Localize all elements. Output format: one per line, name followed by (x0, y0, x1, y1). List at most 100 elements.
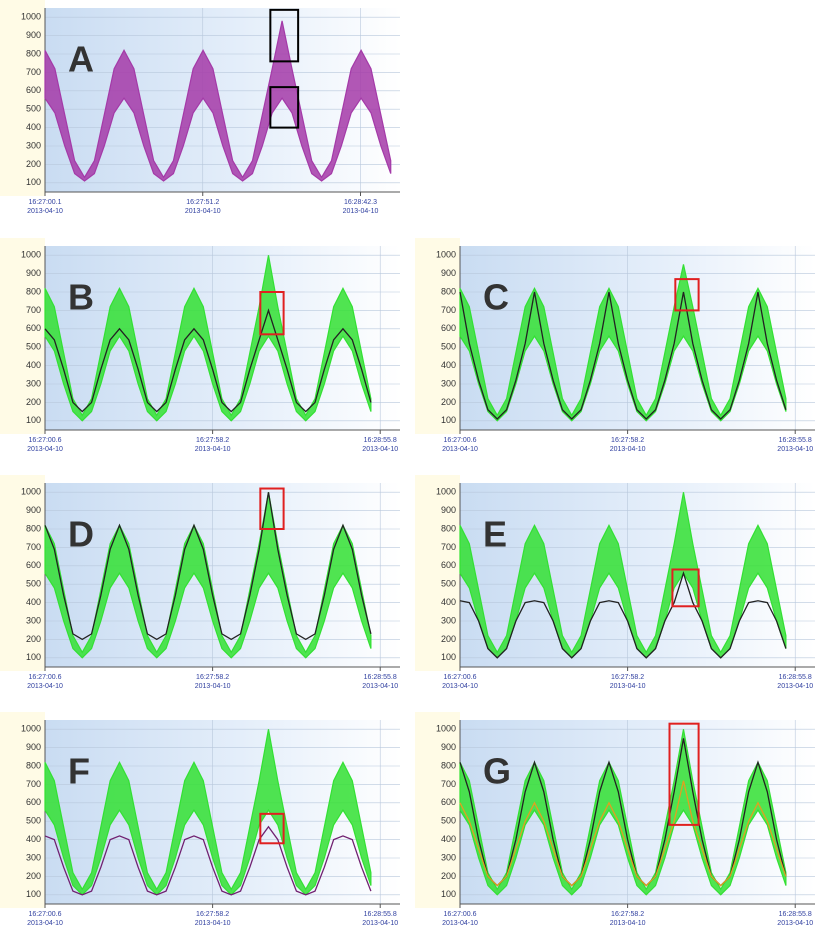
x-tick-date: 2013-04-10 (27, 920, 63, 927)
y-tick-label: 700 (26, 305, 41, 315)
y-tick-label: 200 (441, 871, 456, 881)
y-tick-label: 900 (26, 30, 41, 40)
y-tick-label: 800 (441, 523, 456, 533)
highlight-box (259, 487, 285, 530)
y-tick-label: 400 (441, 597, 456, 607)
x-tick-label: 16:27:58.2 (196, 674, 229, 681)
series-line (44, 492, 372, 641)
x-tick-date: 2013-04-10 (442, 446, 478, 453)
y-tick-label: 900 (26, 268, 41, 278)
chart-panel: 100 200 300 400 500 600 700 800 900 1000 16:27:00.… (415, 475, 815, 690)
chart-panel: 100 200 300 400 500 600 700 800 900 1000 16:27:00.… (415, 712, 815, 927)
y-tick-label: 800 (441, 286, 456, 296)
highlight-box (269, 8, 300, 63)
y-tick-label: 400 (26, 834, 41, 844)
highlight-box (259, 812, 285, 845)
x-tick-date: 2013-04-10 (362, 446, 398, 453)
x-tick-label: 16:27:00.1 (28, 199, 61, 206)
series-line (459, 571, 787, 659)
y-tick-label: 600 (26, 323, 41, 333)
x-tick-date: 2013-04-10 (362, 683, 398, 690)
panel-label: G (483, 751, 511, 792)
x-tick-label: 16:28:55.8 (779, 911, 812, 918)
y-tick-label: 800 (26, 760, 41, 770)
y-tick-label: 900 (441, 268, 456, 278)
x-tick-label: 16:28:55.8 (779, 437, 812, 444)
y-tick-label: 800 (26, 286, 41, 296)
y-tick-label: 500 (26, 104, 41, 114)
y-tick-label: 1000 (21, 487, 41, 497)
y-tick-label: 500 (441, 579, 456, 589)
y-tick-label: 800 (441, 760, 456, 770)
x-tick-label: 16:28:55.8 (364, 911, 397, 918)
y-tick-label: 800 (26, 48, 41, 58)
band-area (459, 264, 787, 422)
band-area (44, 729, 372, 896)
x-tick-label: 16:27:00.6 (28, 437, 61, 444)
y-tick-label: 300 (26, 140, 41, 150)
y-tick-label: 400 (441, 360, 456, 370)
y-tick-label: 400 (26, 122, 41, 132)
plot-area (45, 8, 400, 192)
y-tick-label: 200 (441, 634, 456, 644)
y-tick-label: 300 (26, 615, 41, 625)
x-tick-label: 16:28:55.8 (364, 674, 397, 681)
y-tick-label: 700 (441, 305, 456, 315)
y-tick-label: 800 (26, 523, 41, 533)
y-tick-label: 600 (26, 797, 41, 807)
x-tick-label: 16:27:58.2 (611, 437, 644, 444)
y-tick-label: 300 (26, 852, 41, 862)
x-tick-date: 2013-04-10 (442, 683, 478, 690)
highlight-box (269, 86, 300, 129)
x-tick-label: 16:27:00.6 (28, 674, 61, 681)
y-tick-label: 700 (441, 779, 456, 789)
x-tick-date: 2013-04-10 (195, 446, 231, 453)
y-tick-label: 100 (441, 652, 456, 662)
y-tick-label: 100 (441, 415, 456, 425)
axis-area (415, 238, 460, 434)
y-tick-label: 1000 (21, 250, 41, 260)
y-tick-label: 400 (26, 597, 41, 607)
y-tick-label: 300 (441, 615, 456, 625)
y-tick-label: 100 (26, 652, 41, 662)
x-tick-date: 2013-04-10 (610, 446, 646, 453)
highlight-box (668, 722, 700, 826)
x-tick-label: 16:27:58.2 (196, 437, 229, 444)
axis-area (0, 475, 45, 671)
y-tick-label: 600 (441, 323, 456, 333)
panel-label: A (68, 39, 94, 80)
axis-area (0, 0, 45, 196)
x-tick-label: 16:27:00.6 (443, 674, 476, 681)
y-tick-label: 500 (441, 816, 456, 826)
x-tick-date: 2013-04-10 (27, 683, 63, 690)
series-line (44, 308, 372, 413)
y-tick-label: 700 (441, 542, 456, 552)
highlight-box (674, 278, 700, 312)
y-tick-label: 100 (26, 889, 41, 899)
panel-label: E (483, 514, 507, 555)
y-tick-label: 500 (26, 579, 41, 589)
y-tick-label: 200 (26, 159, 41, 169)
x-tick-date: 2013-04-10 (777, 446, 813, 453)
chart-panel: 100 200 300 400 500 600 700 800 900 1000 16:27:00.… (415, 238, 815, 453)
y-tick-label: 300 (26, 378, 41, 388)
y-tick-label: 1000 (436, 250, 456, 260)
y-tick-label: 700 (26, 67, 41, 77)
y-tick-label: 300 (441, 852, 456, 862)
y-tick-label: 400 (441, 834, 456, 844)
x-tick-label: 16:28:42.3 (344, 199, 377, 206)
y-tick-label: 600 (441, 797, 456, 807)
axis-area (0, 238, 45, 434)
x-tick-label: 16:27:00.6 (28, 911, 61, 918)
x-tick-date: 2013-04-10 (27, 446, 63, 453)
y-tick-label: 600 (26, 560, 41, 570)
x-tick-date: 2013-04-10 (195, 920, 231, 927)
x-tick-label: 16:27:00.6 (443, 911, 476, 918)
y-tick-label: 1000 (436, 487, 456, 497)
y-tick-label: 200 (441, 397, 456, 407)
x-tick-label: 16:27:58.2 (611, 911, 644, 918)
x-tick-label: 16:28:55.8 (779, 674, 812, 681)
series-line (44, 825, 372, 896)
y-tick-label: 1000 (436, 724, 456, 734)
